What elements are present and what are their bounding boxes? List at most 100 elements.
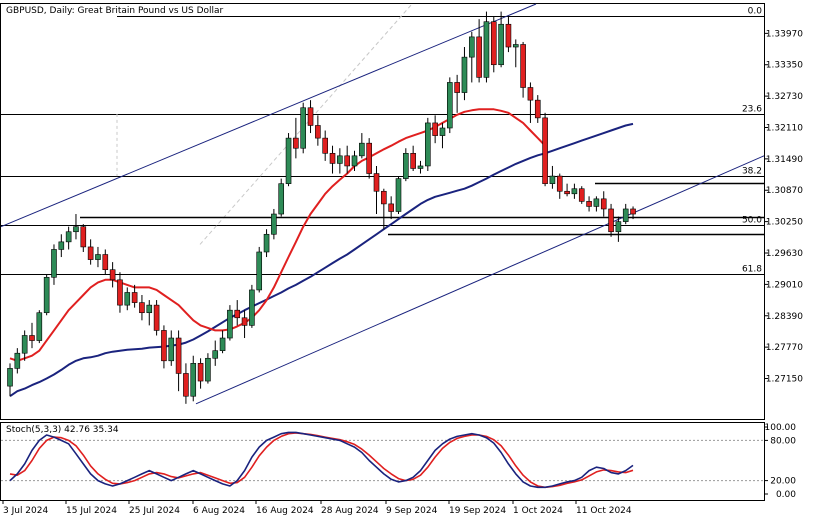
candle-body <box>439 127 446 136</box>
candle-body <box>425 122 431 167</box>
candle-body <box>161 330 167 362</box>
candle <box>461 47 468 101</box>
candle-body <box>197 363 204 382</box>
candle <box>80 224 87 252</box>
candle <box>608 203 614 237</box>
candle-body <box>183 373 189 397</box>
stoch-signal-line <box>9 432 634 489</box>
candle-body <box>212 350 219 359</box>
stoch-level-label: 80.00 <box>770 436 796 446</box>
x-tick-label: 25 Jul 2024 <box>129 506 180 516</box>
chart-title: GBPUSD, Daily: Great Britain Pound vs US… <box>6 6 224 16</box>
candle-body <box>556 175 563 192</box>
x-tick-label: 15 Jul 2024 <box>66 506 117 516</box>
candle-body <box>490 21 497 66</box>
candle <box>183 363 189 404</box>
candle <box>403 148 409 182</box>
x-tick-label: 19 Sep 2024 <box>449 506 506 516</box>
candle <box>293 117 299 159</box>
candle <box>43 274 50 316</box>
candle <box>285 133 292 187</box>
candle-body <box>241 317 248 326</box>
candle-body <box>388 203 394 212</box>
candle <box>454 74 460 113</box>
candle <box>29 322 35 349</box>
candle-body <box>109 269 116 281</box>
candle <box>476 19 482 83</box>
candle <box>197 358 204 389</box>
y-tick-label: 1.32730 <box>766 92 803 102</box>
y-tick-label: 1.27770 <box>766 343 803 353</box>
candle-body <box>542 117 548 184</box>
candle <box>241 310 248 339</box>
candle <box>432 115 438 144</box>
candle <box>117 272 123 313</box>
candle <box>315 115 321 146</box>
y-tick-label: 1.29010 <box>766 280 803 290</box>
candle <box>124 287 131 311</box>
moving-averages <box>9 108 634 398</box>
candle-body <box>227 309 233 339</box>
candle-body <box>373 173 380 192</box>
stoch-label: Stoch(5,3,3) 42.76 35.34 <box>6 425 119 435</box>
candle <box>14 348 21 374</box>
candle-body <box>322 137 328 154</box>
candle-body <box>600 198 607 210</box>
channel-upper-line <box>0 3 537 228</box>
candle-body <box>483 21 490 78</box>
candle <box>146 300 153 326</box>
candle <box>102 249 109 275</box>
candle-body <box>454 82 460 93</box>
candle-body <box>293 137 299 149</box>
candle <box>381 188 387 230</box>
candle <box>109 262 116 288</box>
candle-body <box>190 363 197 397</box>
candle-body <box>146 304 153 314</box>
candle <box>51 244 57 285</box>
y-tick-label: 1.31490 <box>766 155 803 165</box>
candle-body <box>21 335 28 354</box>
candle <box>571 183 578 199</box>
candle-body <box>564 190 570 195</box>
candle-body <box>578 188 585 202</box>
x-tick-label: 11 Oct 2024 <box>576 506 632 516</box>
ma-slow-line <box>9 122 634 398</box>
candle-body <box>80 226 87 248</box>
candle-body <box>153 304 160 331</box>
candle-body <box>205 357 211 382</box>
candle <box>512 39 519 68</box>
candle-body <box>468 36 475 58</box>
candle <box>205 353 211 384</box>
candle-body <box>43 276 50 314</box>
candle-body <box>593 198 600 207</box>
candle <box>168 330 175 366</box>
candle <box>65 226 72 250</box>
candle <box>344 145 350 174</box>
candle <box>622 203 629 225</box>
candle <box>534 95 541 123</box>
candle-body <box>278 183 285 215</box>
candle <box>520 41 526 98</box>
candle <box>630 206 636 220</box>
time-axis: 3 Jul 2024 15 Jul 2024 25 Jul 2024 6 Aug 20… <box>2 500 632 516</box>
candle-body <box>51 249 57 278</box>
stoch-main-line <box>9 431 634 489</box>
candle-body <box>608 208 614 233</box>
candle-body <box>271 213 277 235</box>
candle-body <box>527 87 534 101</box>
candle-body <box>622 208 629 222</box>
candle <box>307 100 314 134</box>
candle <box>337 148 343 174</box>
candle <box>234 300 241 326</box>
candle <box>600 191 607 217</box>
candle <box>161 325 167 369</box>
candle <box>256 246 263 293</box>
price-axis: 1.33970 1.33350 1.32730 1.32110 1.31490 1.308… <box>764 29 803 385</box>
candle-body <box>351 155 358 167</box>
candle <box>388 196 394 220</box>
candle <box>505 16 512 53</box>
y-tick-label: 1.28390 <box>766 312 803 322</box>
candle-body <box>329 152 336 164</box>
candle-body <box>65 231 72 243</box>
fib-level-label: 50.0 <box>742 216 762 226</box>
